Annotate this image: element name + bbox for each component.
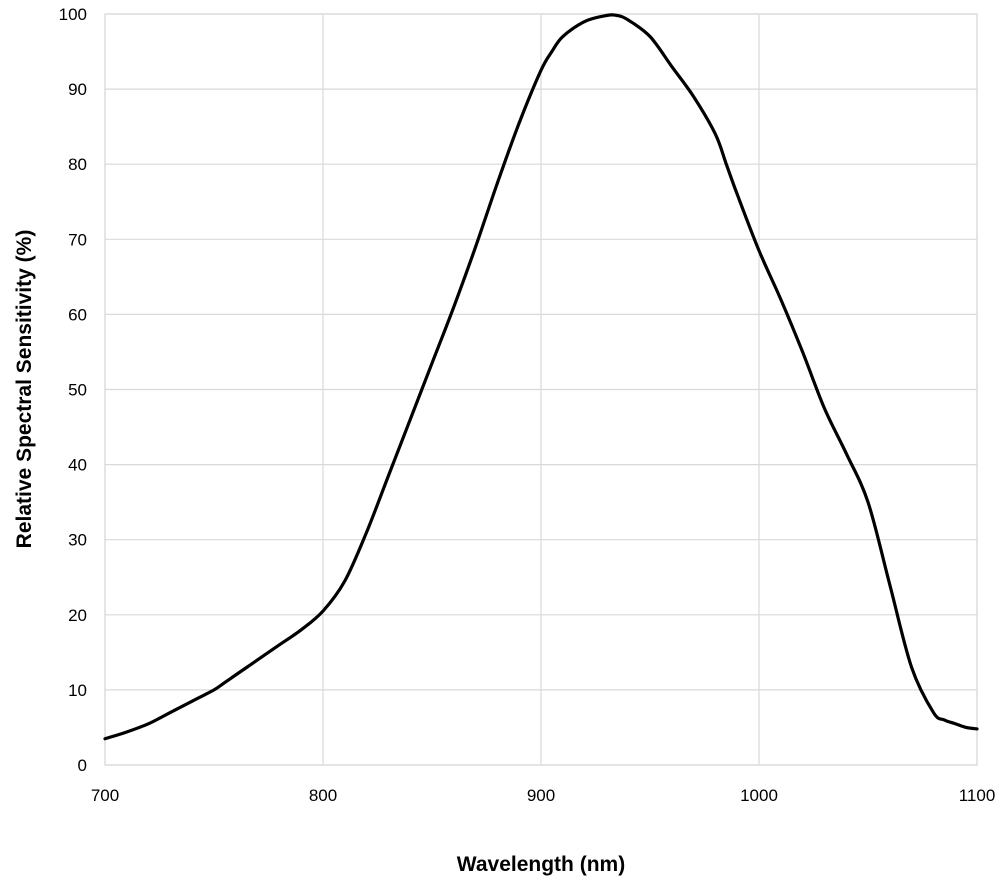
x-tick-label: 1100 bbox=[959, 786, 996, 805]
y-tick-label: 30 bbox=[68, 531, 87, 550]
y-tick-label: 60 bbox=[68, 305, 87, 324]
x-axis-tick-labels: 700 800 900 1000 1100 bbox=[91, 786, 995, 805]
x-tick-label: 700 bbox=[91, 786, 119, 805]
sensitivity-curve bbox=[103, 13, 979, 741]
y-tick-label: 10 bbox=[68, 681, 87, 700]
y-tick-label: 90 bbox=[68, 80, 87, 99]
x-tick-label: 1000 bbox=[740, 786, 778, 805]
y-tick-label: 0 bbox=[78, 756, 87, 775]
gridlines bbox=[104, 13, 978, 766]
y-tick-label: 50 bbox=[68, 381, 87, 400]
x-tick-label: 900 bbox=[527, 786, 555, 805]
y-axis-title: Relative Spectral Sensitivity (%) bbox=[13, 230, 36, 549]
y-tick-label: 70 bbox=[68, 230, 87, 249]
x-axis-title: Wavelength (nm) bbox=[457, 853, 625, 876]
y-tick-label: 100 bbox=[59, 5, 87, 24]
y-axis-tick-labels: 0 10 20 30 40 50 60 70 80 90 100 bbox=[59, 5, 87, 775]
y-tick-label: 80 bbox=[68, 155, 87, 174]
plot-area bbox=[104, 13, 978, 766]
x-tick-label: 800 bbox=[309, 786, 337, 805]
y-tick-label: 40 bbox=[68, 456, 87, 475]
y-tick-label: 20 bbox=[68, 606, 87, 625]
